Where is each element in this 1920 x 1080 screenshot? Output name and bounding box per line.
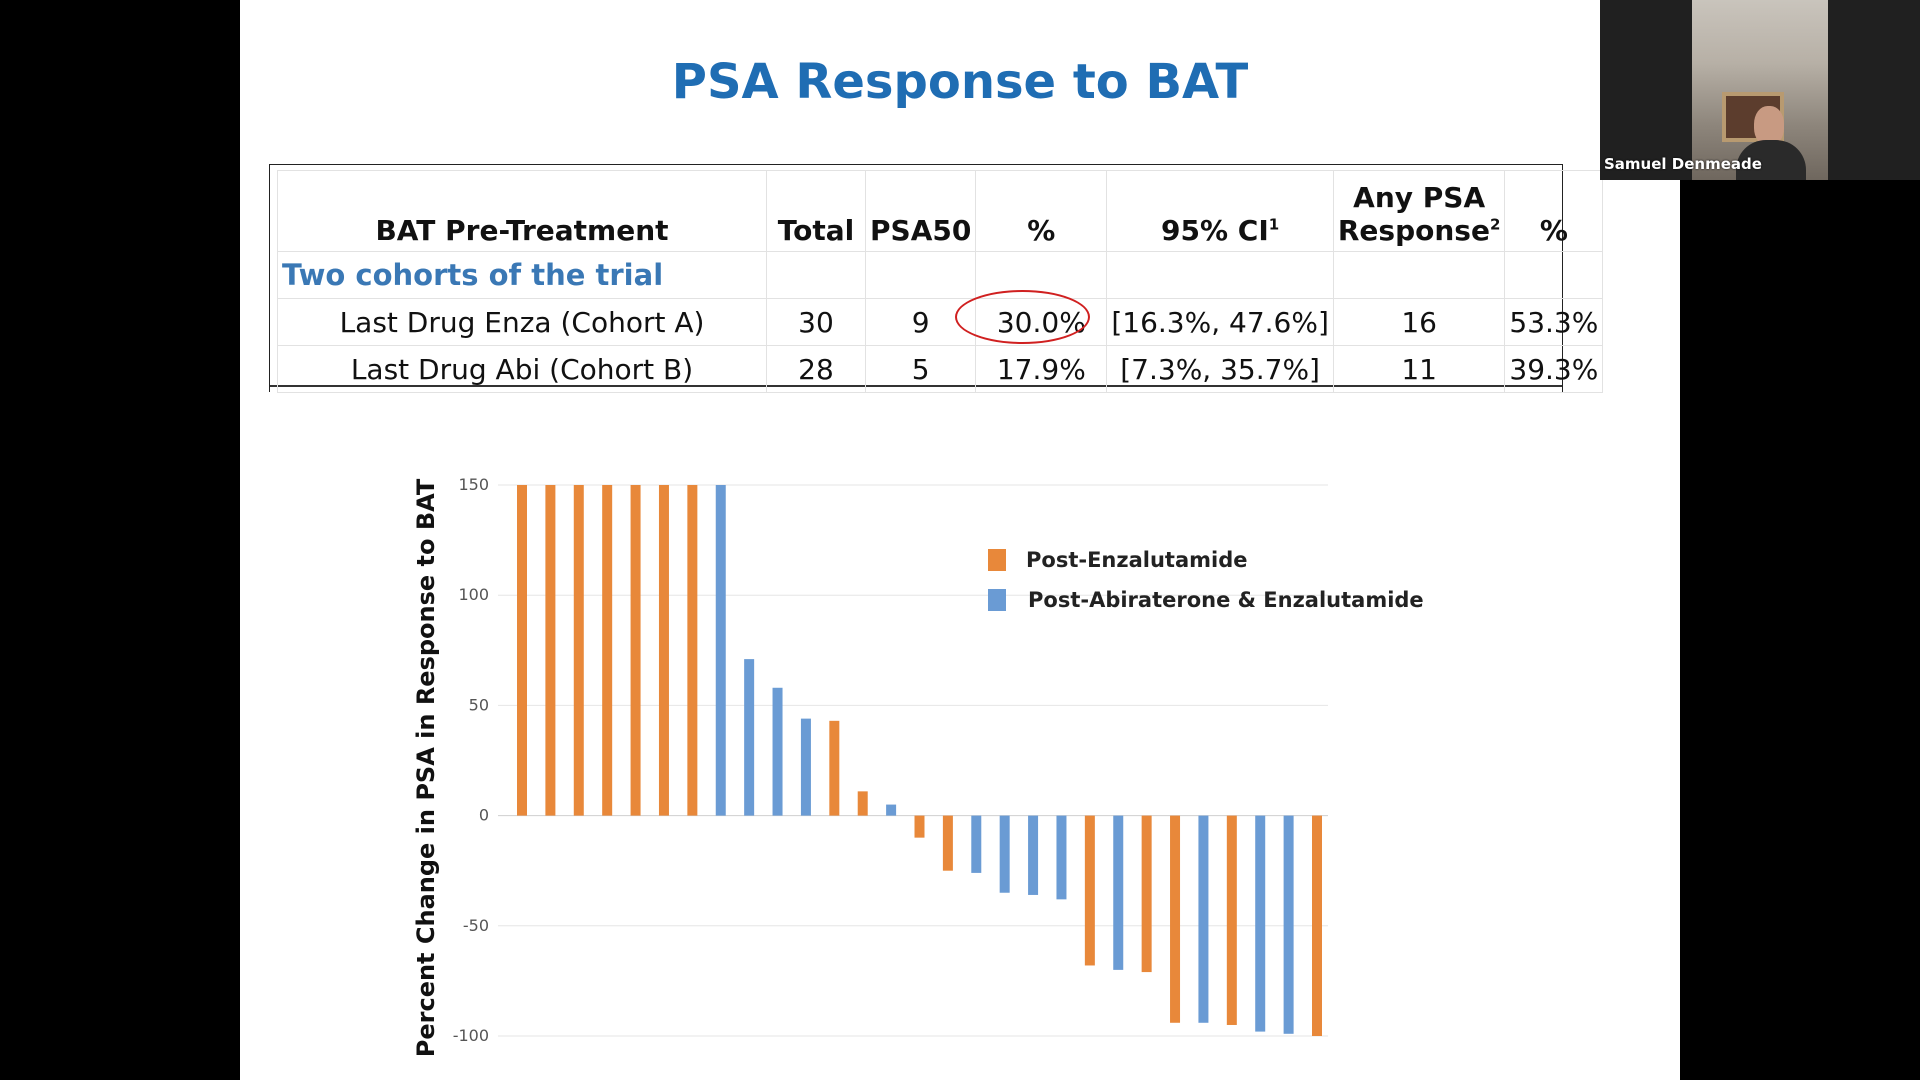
chart-bar [1113, 815, 1124, 970]
header-percent: % [975, 170, 1108, 252]
row-percent-2: 53.3% [1504, 298, 1604, 346]
highlight-circle [955, 290, 1090, 344]
row-total: 28 [766, 345, 866, 393]
y-tick-label: 50 [469, 695, 489, 714]
table-header-row: BAT Pre-Treatment Total PSA50 % 95% CI1 … [277, 170, 1604, 252]
chart-bar [999, 815, 1010, 893]
y-axis-label: Percent Change in PSA in Response to BAT [412, 478, 440, 1057]
header-any-psa-response: Any PSA Response2 [1332, 170, 1506, 252]
participant-body [1736, 140, 1806, 180]
participant-head [1754, 106, 1784, 146]
header-ci: 95% CI1 [1106, 170, 1334, 252]
y-axis-ticks: 150 100 50 0 -50 -100 [453, 475, 489, 1045]
chart-bar [602, 485, 613, 816]
chart-bar [687, 485, 698, 816]
row-label: Last Drug Enza (Cohort A) [277, 298, 767, 346]
row-any-response: 11 [1332, 345, 1506, 393]
y-tick-label: -50 [463, 916, 489, 935]
chart-bar [573, 485, 584, 816]
chart-bar [545, 485, 556, 816]
row-any-response: 16 [1332, 298, 1506, 346]
participant-name: Samuel Denmeade [1604, 155, 1762, 173]
header-any-line1: Any PSA [1353, 181, 1486, 214]
chart-bar [772, 687, 783, 816]
row-label: Last Drug Abi (Cohort B) [277, 345, 767, 393]
chart-bar [886, 804, 897, 816]
chart-bar [1028, 815, 1039, 895]
chart-bar [1084, 815, 1095, 966]
chart-bar [1141, 815, 1152, 973]
psa-response-table: BAT Pre-Treatment Total PSA50 % 95% CI1 … [277, 170, 1604, 393]
header-ci-text: 95% CI [1161, 214, 1269, 247]
header-any-line2: Response [1337, 214, 1490, 247]
legend-swatch-abiraterone-enzalutamide [988, 589, 1006, 611]
y-tick-label: -100 [453, 1026, 489, 1045]
chart-bar [971, 815, 982, 873]
table-row: Last Drug Enza (Cohort A) 30 9 30.0% [16… [277, 298, 1604, 346]
chart-bar [829, 720, 840, 816]
row-percent-2: 39.3% [1504, 345, 1604, 393]
row-total: 30 [766, 298, 866, 346]
chart-bar [1283, 815, 1294, 1034]
chart-bar [1312, 815, 1322, 1036]
y-tick-label: 100 [458, 585, 489, 604]
chart-bars [517, 485, 1322, 1036]
row-psa50: 5 [864, 345, 977, 393]
chart-legend: Post-Enzalutamide Post-Abiraterone & Enz… [988, 548, 1424, 612]
psa-waterfall-chart: 150 100 50 0 -50 -100 Percent Change in … [412, 475, 1424, 1057]
chart-bar [715, 485, 726, 816]
chart-bar [517, 485, 527, 816]
header-psa50: PSA50 [864, 170, 977, 252]
slide-title: PSA Response to BAT [671, 54, 1249, 110]
chart-bar [658, 485, 669, 816]
webcam-video-tile[interactable]: Samuel Denmeade [1600, 0, 1920, 180]
chart-bar [1226, 815, 1237, 1025]
row-ci: [7.3%, 35.7%] [1106, 345, 1334, 393]
header-total: Total [766, 170, 866, 252]
header-percent-2: % [1504, 170, 1604, 252]
chart-bar [630, 485, 641, 816]
row-ci: [16.3%, 47.6%] [1106, 298, 1334, 346]
chart-bar [857, 791, 868, 816]
chart-bar [1255, 815, 1266, 1032]
chart-bar [1198, 815, 1209, 1023]
legend-label-abiraterone-enzalutamide: Post-Abiraterone & Enzalutamide [1028, 588, 1424, 612]
chart-bar [1056, 815, 1067, 900]
header-any-footnote: 2 [1489, 215, 1501, 234]
webcam-feed [1692, 0, 1828, 180]
header-bat-pretreatment: BAT Pre-Treatment [277, 170, 767, 252]
chart-bar [744, 659, 755, 816]
table-row: Last Drug Abi (Cohort B) 28 5 17.9% [7.3… [277, 345, 1604, 393]
row-percent: 17.9% [975, 345, 1108, 393]
y-tick-label: 150 [458, 475, 489, 494]
table-group-row: Two cohorts of the trial [277, 251, 1604, 299]
chart-bar [914, 815, 925, 838]
chart-bar [1170, 815, 1181, 1023]
legend-label-enzalutamide: Post-Enzalutamide [1026, 548, 1247, 572]
chart-bar [942, 815, 953, 871]
presentation-slide: PSA Response to BAT BAT Pre-Treatment To… [240, 0, 1680, 1080]
chart-bar [800, 718, 811, 816]
header-ci-footnote: 1 [1268, 215, 1280, 234]
legend-swatch-enzalutamide [988, 549, 1006, 571]
group-label: Two cohorts of the trial [277, 251, 767, 299]
y-tick-label: 0 [479, 806, 489, 825]
